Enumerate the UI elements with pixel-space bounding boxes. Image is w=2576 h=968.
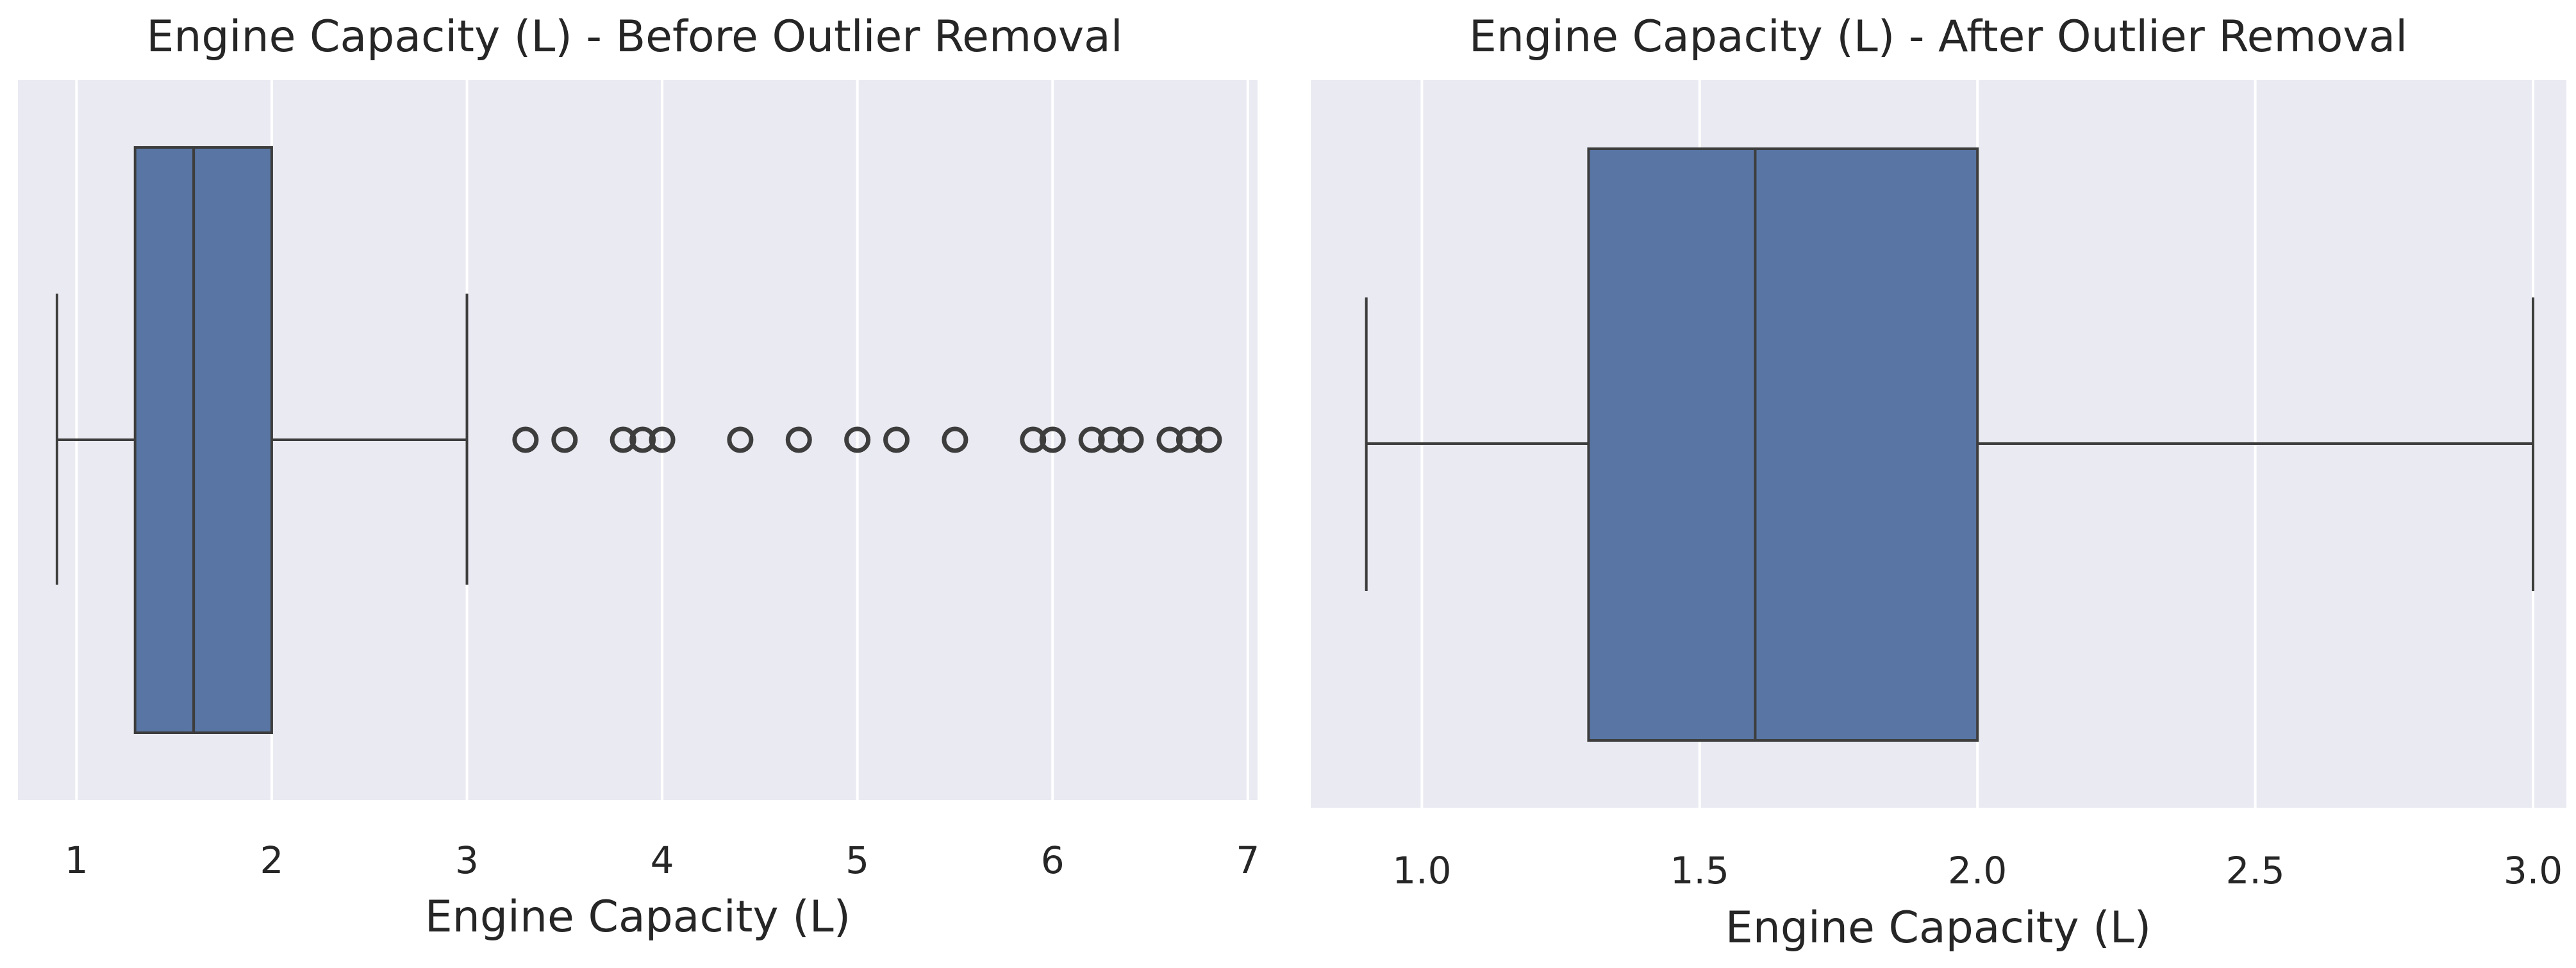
- panel-after: Engine Capacity (L) - After Outlier Remo…: [1311, 12, 2566, 953]
- outlier-point-before-13: [1098, 426, 1125, 453]
- x-tick-label-after-4: 3.0: [2504, 849, 2563, 892]
- x-axis-label-before: Engine Capacity (L): [425, 892, 851, 942]
- outlier-point-before-0: [512, 426, 539, 453]
- x-ticks-after: 1.0 1.5 2.0 2.5 3.0: [1392, 849, 2563, 892]
- x-tick-label-before-3: 4: [651, 839, 674, 882]
- outlier-point-before-6: [785, 426, 812, 453]
- x-tick-label-after-2: 2.0: [1948, 849, 2007, 892]
- outlier-point-before-11: [1039, 426, 1066, 453]
- outlier-point-before-16: [1176, 426, 1202, 453]
- outlier-point-before-3: [629, 426, 656, 453]
- x-ticks-before: 1 2 3 4 5 6 7: [65, 839, 1259, 882]
- x-tick-label-before-5: 6: [1041, 839, 1065, 882]
- outlier-point-before-5: [727, 426, 754, 453]
- x-tick-label-after-3: 2.5: [2225, 849, 2284, 892]
- outlier-point-before-8: [883, 426, 910, 453]
- outlier-point-before-12: [1078, 426, 1105, 453]
- x-tick-label-before-6: 7: [1236, 839, 1259, 882]
- outlier-point-before-15: [1156, 426, 1183, 453]
- outlier-point-before-2: [610, 426, 636, 453]
- x-tick-label-before-2: 3: [455, 839, 479, 882]
- outlier-point-before-7: [844, 426, 871, 453]
- outlier-point-before-17: [1195, 426, 1222, 453]
- outlier-point-before-1: [551, 426, 578, 453]
- chart-title-after: Engine Capacity (L) - After Outlier Remo…: [1469, 12, 2407, 62]
- iqr-box-before: [133, 146, 273, 734]
- boxplot-after: [1365, 147, 2534, 742]
- x-tick-label-before-0: 1: [65, 839, 88, 882]
- outlier-point-before-4: [649, 426, 676, 453]
- boxplot-before: [55, 146, 1222, 734]
- x-tick-label-after-0: 1.0: [1392, 849, 1451, 892]
- x-tick-label-after-1: 1.5: [1670, 849, 1729, 892]
- x-tick-label-before-1: 2: [260, 839, 283, 882]
- chart-title-before: Engine Capacity (L) - Before Outlier Rem…: [146, 12, 1122, 62]
- outlier-point-before-10: [1020, 426, 1047, 453]
- outlier-point-before-9: [942, 426, 968, 453]
- x-axis-label-after: Engine Capacity (L): [1725, 903, 2151, 953]
- outlier-point-before-14: [1117, 426, 1144, 453]
- iqr-box-after: [1587, 147, 1979, 742]
- panel-before: Engine Capacity (L) - Before Outlier Rem…: [18, 12, 1259, 942]
- x-tick-label-before-4: 5: [845, 839, 869, 882]
